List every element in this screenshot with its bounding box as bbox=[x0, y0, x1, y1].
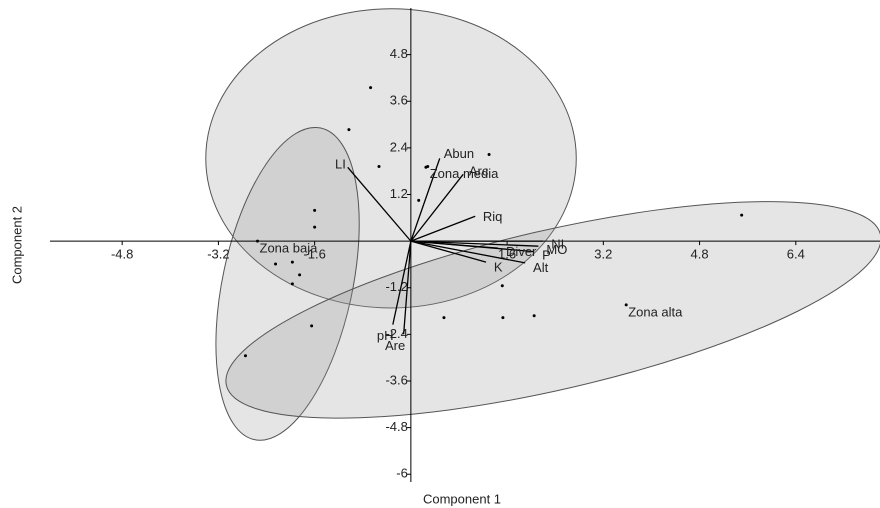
vector-label: Alt bbox=[533, 260, 549, 275]
point bbox=[347, 128, 351, 132]
point bbox=[298, 273, 302, 277]
vector-label: Riq bbox=[483, 209, 503, 224]
x-axis-title: Component 1 bbox=[423, 491, 501, 506]
point bbox=[313, 225, 317, 229]
vector-label: P bbox=[542, 248, 551, 263]
x-tick-label: 4.8 bbox=[691, 247, 709, 262]
loading-vector bbox=[410, 173, 464, 242]
vector-label: MO bbox=[546, 242, 567, 257]
point bbox=[740, 213, 744, 217]
y-axis-title: Component 2 bbox=[9, 206, 24, 284]
vector-label: Diver bbox=[506, 244, 537, 259]
loading-vector bbox=[347, 166, 412, 242]
y-tick-label: -6 bbox=[396, 466, 408, 481]
loading-vector bbox=[410, 240, 499, 249]
y-tick-label: 1.2 bbox=[390, 186, 408, 201]
loading-vector bbox=[392, 240, 412, 325]
loading-vector bbox=[410, 240, 487, 263]
group-label: Zona media bbox=[430, 166, 499, 181]
vector-label: Arc bbox=[469, 163, 489, 178]
y-tick-label: 2.4 bbox=[390, 139, 408, 154]
point bbox=[442, 316, 446, 320]
group-centroid bbox=[256, 239, 259, 243]
point bbox=[487, 152, 491, 156]
point bbox=[290, 260, 294, 264]
point bbox=[290, 282, 294, 286]
point bbox=[313, 208, 317, 212]
y-tick-label: -3.6 bbox=[385, 372, 407, 387]
x-tick-label: -3.2 bbox=[207, 247, 229, 262]
point bbox=[417, 198, 421, 202]
point bbox=[501, 316, 505, 320]
loading-vector bbox=[410, 215, 476, 242]
group-centroid bbox=[426, 165, 430, 169]
point bbox=[274, 262, 278, 266]
x-tick-label: -1.6 bbox=[303, 247, 325, 262]
loading-vector bbox=[410, 158, 441, 242]
loading-vector bbox=[410, 240, 539, 247]
x-tick-label: 3.2 bbox=[594, 247, 612, 262]
group-label: Zona alta bbox=[628, 304, 683, 319]
point bbox=[243, 354, 247, 358]
vector-label: pH bbox=[377, 328, 394, 343]
y-tick-label: -4.8 bbox=[385, 419, 407, 434]
y-tick-label: 4.8 bbox=[390, 46, 408, 61]
point bbox=[310, 324, 314, 328]
group-centroid bbox=[624, 303, 628, 307]
x-tick-label: -4.8 bbox=[111, 247, 133, 262]
loading-vector bbox=[403, 241, 412, 335]
vector-label: LI bbox=[335, 157, 346, 172]
y-tick-label: -2.4 bbox=[385, 326, 407, 341]
point bbox=[377, 165, 381, 169]
group-ellipse bbox=[215, 126, 360, 441]
point bbox=[500, 284, 504, 288]
vector-label: K bbox=[494, 260, 503, 275]
y-tick-label: -1.2 bbox=[385, 279, 407, 294]
x-tick-label: 6.4 bbox=[787, 247, 805, 262]
vector-label: Are bbox=[385, 338, 405, 353]
group-ellipse bbox=[205, 8, 577, 309]
loading-vector bbox=[410, 240, 526, 264]
point bbox=[369, 86, 373, 90]
group-label: Zona baja bbox=[260, 241, 319, 256]
group-ellipse bbox=[225, 201, 880, 419]
y-tick-label: 3.6 bbox=[390, 93, 408, 108]
vector-label: Abun bbox=[444, 146, 474, 161]
point bbox=[532, 314, 536, 318]
vector-label: NI bbox=[551, 237, 564, 252]
